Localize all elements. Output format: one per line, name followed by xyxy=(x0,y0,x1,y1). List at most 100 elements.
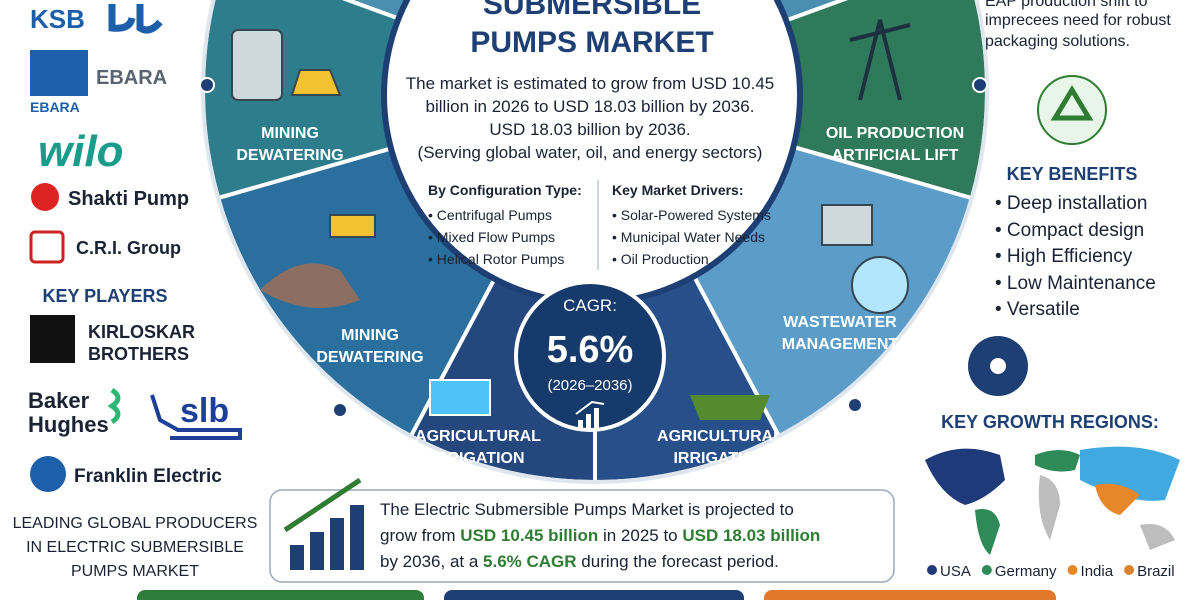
growth-icon xyxy=(575,400,605,430)
highlight: USD 18.03 billion xyxy=(682,526,820,545)
logo-mark xyxy=(31,183,59,211)
highlight: USD 10.45 billion xyxy=(460,526,598,545)
list-item: • Oil Production xyxy=(612,251,709,267)
logo-mark xyxy=(107,387,121,425)
segment-label: WASTEWATER xyxy=(783,314,897,331)
legend-label: USA xyxy=(940,563,971,580)
benefit: • Low Maintenance xyxy=(995,273,1156,294)
list-heading: By Configuration Type: xyxy=(428,182,582,198)
legend-swatch xyxy=(1124,565,1135,575)
benefit: • High Efficiency xyxy=(995,246,1133,267)
logo-mark xyxy=(150,394,242,440)
list-item: • Municipal Water Needs xyxy=(612,229,765,245)
rim-dot xyxy=(972,77,988,93)
segment-label: DEWATERING xyxy=(316,349,423,366)
segment-label: OIL PRODUCTION xyxy=(826,125,964,142)
logo: KIRLOSKAR xyxy=(88,322,195,342)
segment-label: MINING xyxy=(261,125,319,142)
cagr-value: 5.6% xyxy=(547,329,634,371)
forecast-line: by 2036, at a 5.6% CAGR during the forec… xyxy=(380,552,779,571)
caption-line: PUMPS MARKET xyxy=(71,563,199,580)
segment-label: IRRIGATION xyxy=(431,450,524,467)
logo: BROTHERS xyxy=(88,344,189,364)
chart-icon xyxy=(283,477,364,570)
benefit: • Versatile xyxy=(995,299,1080,320)
forecast-line: grow from USD 10.45 billion in 2025 to U… xyxy=(380,526,820,545)
list-heading: Key Market Drivers: xyxy=(612,182,744,198)
legend-swatch xyxy=(981,565,992,575)
benefit: • Deep installation xyxy=(995,193,1147,214)
legend-label: Germany xyxy=(995,563,1057,580)
segment-label: MANAGEMENT xyxy=(782,336,899,353)
list-item: • Helical Rotor Pumps xyxy=(428,251,564,267)
text-run: The Electric Submersible Pumps Market is… xyxy=(380,500,794,519)
note-line: packaging solutions. xyxy=(985,33,1130,50)
legend: USA Germany India Brazil xyxy=(927,563,1175,580)
segment-label: IRRIGATION xyxy=(673,450,766,467)
segment-label: MINING xyxy=(341,327,399,344)
legend-label: India xyxy=(1081,563,1114,580)
summary-line: USD 18.03 billion by 2036. xyxy=(489,120,690,139)
segment-label: AGRICULTURAL xyxy=(415,428,541,445)
recycle-icon xyxy=(1037,75,1107,145)
bottom-tab xyxy=(444,590,744,600)
note-line: imprecees need for robust xyxy=(985,12,1171,29)
list-item: • Centrifugal Pumps xyxy=(428,207,552,223)
text-run: in 2025 to xyxy=(598,526,682,545)
forecast-box xyxy=(269,489,895,583)
rim-dot xyxy=(332,402,348,418)
illustration xyxy=(231,19,911,420)
logo: Hughes xyxy=(28,412,109,437)
logo: Franklin Electric xyxy=(74,466,222,487)
logo-mark xyxy=(30,50,88,96)
bottom-tab xyxy=(764,590,1056,600)
logo: C.R.I. Group xyxy=(76,238,181,258)
summary-line: (Serving global water, oil, and energy s… xyxy=(418,143,763,162)
text-run: by 2036, at a xyxy=(380,552,483,571)
world-map xyxy=(925,446,1180,555)
logo: wilo xyxy=(38,127,124,176)
logo: EBARA xyxy=(30,99,80,115)
logo: Shakti Pump xyxy=(68,188,189,210)
segment-label: DEWATERING xyxy=(236,147,343,164)
highlight: 5.6% CAGR xyxy=(483,552,577,571)
rim-dot xyxy=(847,397,863,413)
legend-swatch xyxy=(1067,565,1078,575)
section-heading: KEY PLAYERS xyxy=(42,286,167,306)
logo: slb xyxy=(180,392,229,430)
section-heading: KEY BENEFITS xyxy=(1007,164,1138,184)
cagr-label: CAGR: xyxy=(563,296,617,315)
legend-swatch xyxy=(927,565,937,575)
summary-line: billion in 2026 to USD 18.03 billion by … xyxy=(426,97,755,116)
logo-mark xyxy=(30,456,66,492)
cagr-period: (2026–2036) xyxy=(547,377,632,394)
logo: EBARA xyxy=(96,67,167,89)
recycle-icon xyxy=(1050,85,1094,121)
title: PUMPS MARKET xyxy=(470,26,713,59)
segment-label: ARTIFICIAL LIFT xyxy=(832,147,959,164)
bottom-tab xyxy=(137,590,424,600)
rim-dot xyxy=(199,77,215,93)
key-players: KSB EBARA EBARA wilo Shakti Pump C.R.I. … xyxy=(13,4,258,580)
note-line: EAP production shift to xyxy=(985,0,1148,10)
caption-line: IN ELECTRIC SUBMERSIBLE xyxy=(26,539,244,556)
title: SUBMERSIBLE xyxy=(483,0,701,21)
list-item: • Mixed Flow Pumps xyxy=(428,229,555,245)
network-icon xyxy=(990,358,1006,374)
caption-line: LEADING GLOBAL PRODUCERS xyxy=(13,515,258,532)
forecast-line: The Electric Submersible Pumps Market is… xyxy=(380,500,794,519)
summary-line: The market is estimated to grow from USD… xyxy=(406,74,774,93)
text-run: during the forecast period. xyxy=(577,552,779,571)
logo-mark xyxy=(29,230,65,264)
benefit: • Compact design xyxy=(995,220,1144,241)
legend-label: Brazil xyxy=(1137,563,1175,580)
segment-label: AGRICULTURAL xyxy=(657,428,783,445)
logo: KSB xyxy=(30,4,85,34)
section-heading: KEY GROWTH REGIONS: xyxy=(941,412,1159,432)
logo-mark xyxy=(108,4,163,34)
logo: Baker xyxy=(28,388,90,413)
text-run: grow from xyxy=(380,526,460,545)
list-item: • Solar-Powered Systems xyxy=(612,207,771,223)
logo-mark xyxy=(30,315,75,363)
